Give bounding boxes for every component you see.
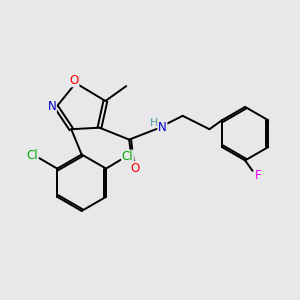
Text: F: F (255, 169, 262, 182)
Text: Cl: Cl (26, 149, 38, 162)
Text: O: O (130, 162, 140, 175)
Text: Cl: Cl (122, 150, 133, 163)
Text: H: H (150, 118, 159, 128)
Text: N: N (47, 100, 56, 113)
Text: N: N (158, 121, 167, 134)
Text: O: O (70, 74, 79, 87)
